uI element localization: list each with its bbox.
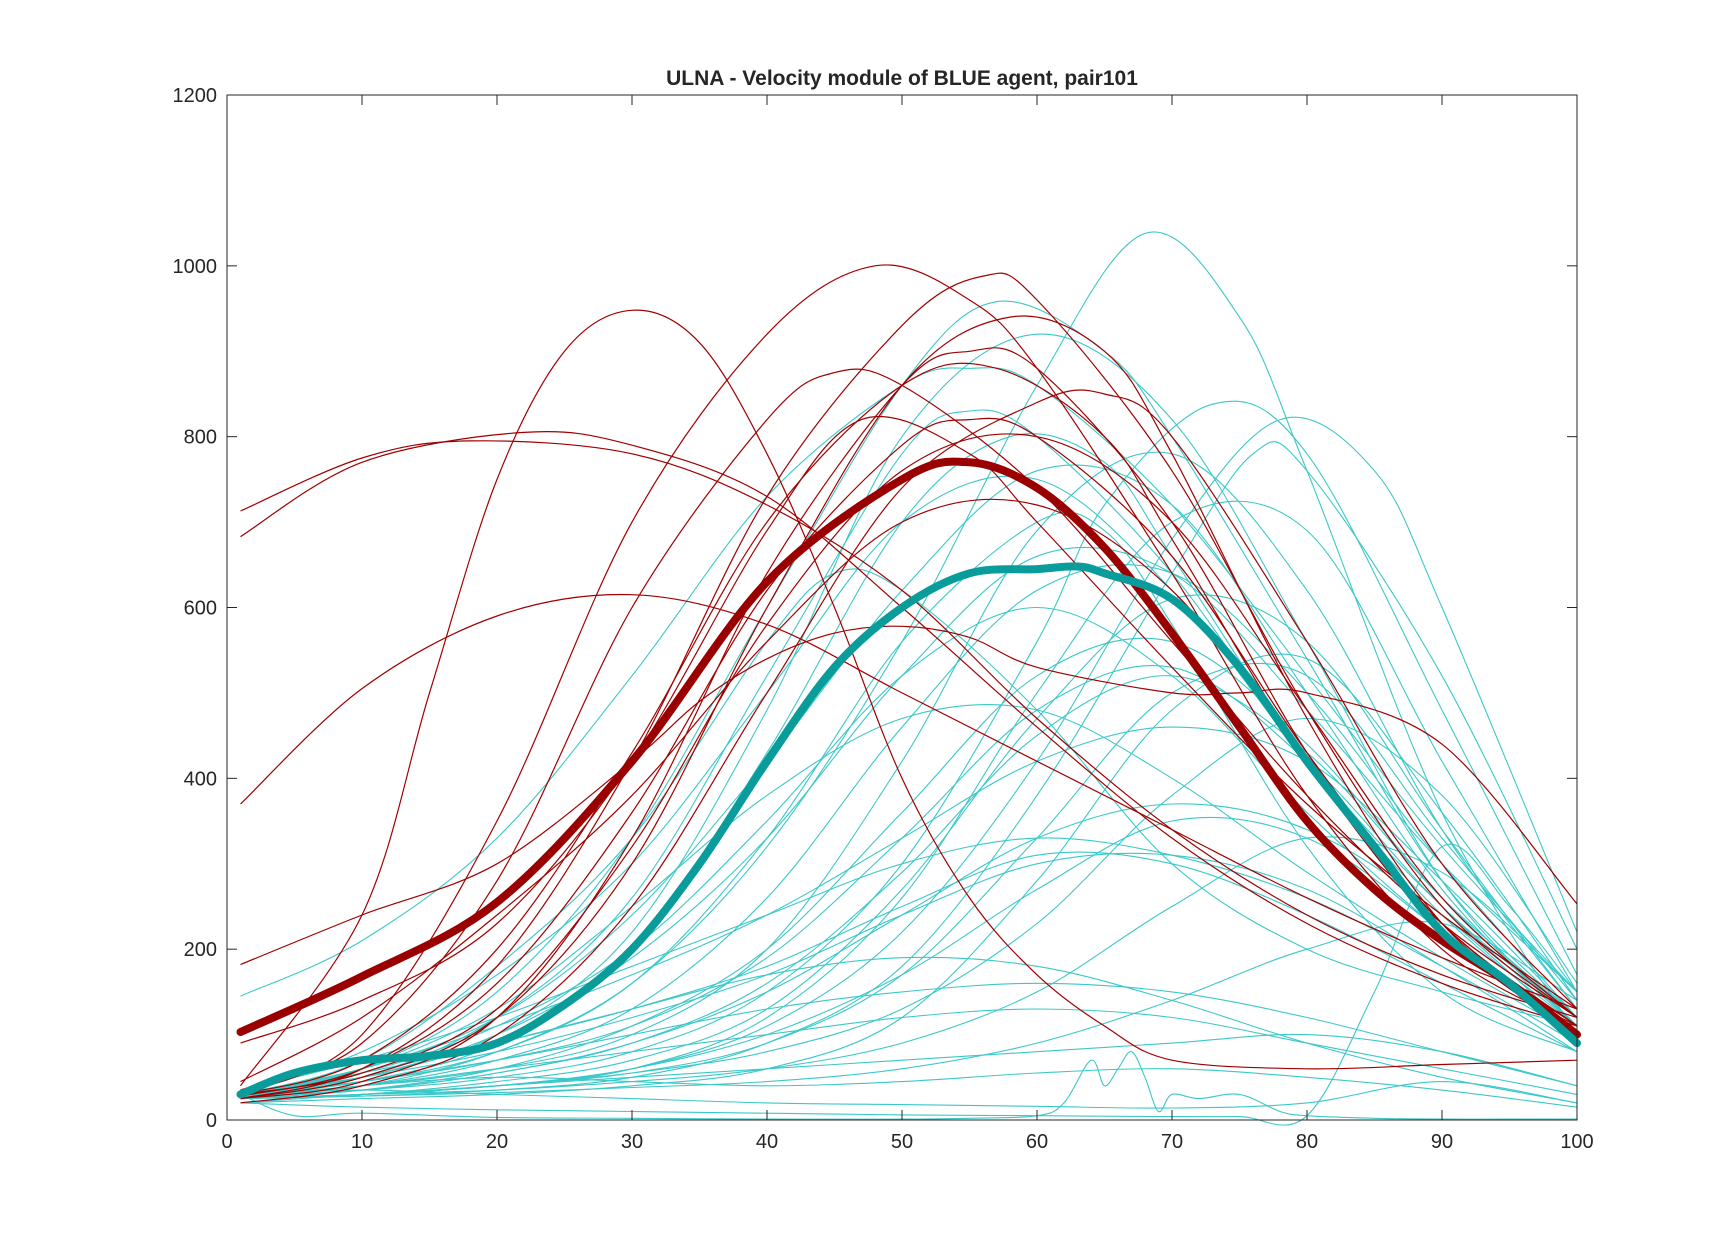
cyan-trial-line-52	[240, 843, 1578, 1126]
red-trial-line-5	[240, 264, 1578, 1095]
red-trial-line-3	[240, 625, 1578, 966]
cyan-trial-line-54	[240, 1068, 1578, 1108]
y-tick-label: 400	[184, 768, 217, 790]
cyan-trial-line-56	[240, 982, 1578, 1095]
cyan-trial-line-31	[240, 594, 1578, 1100]
cyan-trial-line-33	[240, 637, 1578, 1100]
x-tick-label: 40	[756, 1131, 778, 1153]
cyan-trial-line-18	[240, 300, 1578, 1095]
red-mean-line	[236, 457, 1581, 1039]
axis-ticks: 0 10 20 30 40 50 60 70 80 90 100020040060080010001…	[173, 85, 1594, 1153]
x-tick-label: 30	[621, 1131, 643, 1153]
cyan-trial-line-29	[240, 546, 1578, 1095]
cyan-trial-line-49	[240, 1008, 1578, 1095]
x-tick-label: 20	[486, 1131, 508, 1153]
y-tick-label: 800	[184, 427, 217, 449]
red-trial-line-14	[240, 415, 1578, 1044]
y-tick-label: 1000	[173, 256, 218, 278]
cyan-trial-line-30	[240, 563, 1578, 1097]
cyan-trial-line-34	[240, 653, 1578, 1104]
red-trial-line-11	[240, 368, 1578, 1091]
y-tick-label: 0	[206, 1110, 217, 1132]
x-tick-label: 0	[221, 1131, 232, 1153]
cyan-trial-line-25	[240, 464, 1578, 1095]
red-trial-line-6	[240, 272, 1578, 1100]
x-tick-label: 100	[1560, 1131, 1593, 1153]
red-trial-line-10	[240, 389, 1578, 1104]
red-trial-line-4	[240, 309, 1578, 1087]
cyan-trial-line-50	[240, 1033, 1578, 1100]
chart-title: ULNA - Velocity module of BLUE agent, pa…	[666, 67, 1138, 90]
y-tick-label: 600	[184, 598, 217, 620]
x-tick-label: 10	[351, 1131, 373, 1153]
cyan-trial-line-57	[240, 921, 1578, 1100]
cyan-trial-line-53	[240, 1081, 1578, 1109]
red-trial-line-2	[240, 593, 1578, 1010]
y-tick-label: 200	[184, 939, 217, 961]
x-tick-label: 90	[1431, 1131, 1453, 1153]
x-tick-label: 70	[1161, 1131, 1183, 1153]
cyan-trial-line-44	[240, 816, 1578, 1100]
y-tick-label: 1200	[173, 85, 218, 107]
cyan-mean-line	[236, 562, 1581, 1099]
x-tick-label: 50	[891, 1131, 913, 1153]
cyan-trial-line-32	[240, 606, 1578, 1095]
red-trial-line-12	[240, 433, 1578, 1095]
mean-lines	[236, 457, 1581, 1099]
x-tick-label: 60	[1026, 1131, 1048, 1153]
x-tick-label: 80	[1296, 1131, 1318, 1153]
cyan-trial-line-55	[240, 803, 1578, 1097]
